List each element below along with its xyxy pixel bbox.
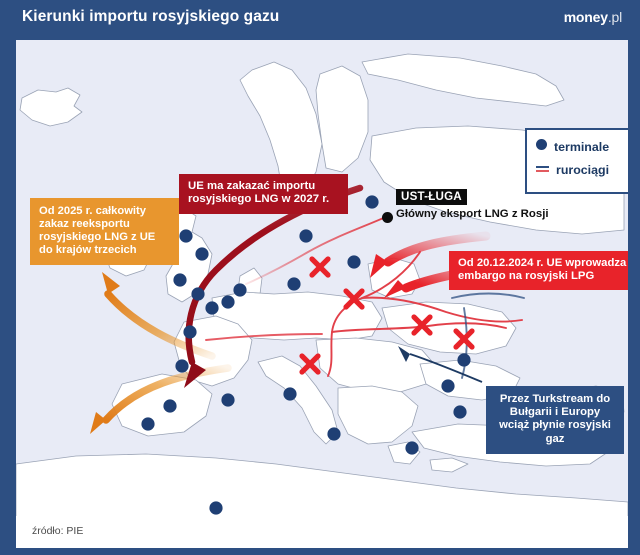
blocked-marker-2 (343, 288, 365, 310)
reexport-arrow-northwest (104, 290, 216, 360)
map-legend: terminale rurociągi (525, 128, 628, 194)
callout-lng-import-ban: UE ma zakazać importu rosyjskiego LNG w … (179, 174, 348, 214)
crete (429, 457, 469, 473)
blocked-marker-4 (453, 328, 475, 350)
lng-import-arrow-head (184, 362, 206, 388)
terminal-dot (163, 399, 177, 413)
page-title: Kierunki importu rosyjskiego gazu (22, 8, 280, 25)
terminal-dot (221, 393, 235, 407)
terminal-dot (191, 287, 205, 301)
northwest-russia (361, 53, 565, 107)
legend-item-terminals: terminale (536, 139, 609, 154)
turkstream-pointer-group (398, 346, 483, 383)
pipeline-nordstream (245, 215, 389, 285)
pipeline-line-icon (536, 166, 549, 173)
terminal-dot (195, 247, 209, 261)
header-bar: Kierunki importu rosyjskiego gazu money.… (0, 0, 640, 36)
pipeline-west-branch (205, 333, 323, 341)
finland (315, 65, 369, 173)
reexport-arrow-southwest-head (90, 412, 106, 434)
blocked-marker-3 (411, 314, 433, 336)
terminal-dot (287, 277, 301, 291)
callout-reexport-ban: Od 2025 r. całkowity zakaz reeksportu ro… (30, 198, 179, 266)
callout-lpg-embargo: Od 20.12.2024 r. UE wprowadza embargo na… (449, 251, 628, 291)
terminal-dot (233, 283, 247, 297)
source-attribution: źródło: PIE (32, 525, 84, 537)
callout-turkstream: Przez Turkstream do Bułgarii i Europy wc… (486, 386, 624, 454)
terminal-dot (347, 255, 361, 269)
balkans (337, 385, 419, 445)
terminal-dot (453, 405, 467, 419)
terminal-dot (299, 229, 313, 243)
pipeline-brotherhood (327, 251, 421, 377)
lpg-embargo-arrow-north (383, 231, 491, 267)
reexport-arrow-southwest (102, 364, 232, 424)
terminal-group (115, 195, 471, 515)
blocked-marker-1 (309, 256, 331, 278)
terminal-dot (173, 273, 187, 287)
map-panel: Od 2025 r. całkowity zakaz reeksportu ro… (14, 38, 630, 520)
logo-tld-text: .pl (607, 9, 622, 25)
money-pl-logo: money.pl (563, 9, 623, 25)
reexport-arrow-group (90, 272, 232, 434)
iceland (19, 87, 83, 127)
reexport-arrow-northwest-head (102, 272, 120, 294)
terminal-dot (221, 295, 235, 309)
ust-luga-subtitle: Główny eksport LNG z Rosji (396, 208, 549, 220)
terminal-dot (179, 229, 193, 243)
turkstream-pointer (409, 353, 483, 383)
blocked-marker-group (299, 256, 475, 375)
terminal-dot (283, 387, 297, 401)
terminal-dot (175, 359, 189, 373)
terminal-dot (205, 301, 219, 315)
lpg-embargo-arrow-south-head (384, 280, 406, 298)
turkstream-pointer-head (398, 346, 410, 362)
terminal-dot (457, 353, 471, 367)
blocked-marker-5 (299, 353, 321, 375)
logo-brand-text: money (563, 9, 608, 25)
terminal-dot (141, 417, 155, 431)
pipeline-group (205, 215, 525, 379)
footer-bar: źródło: PIE (14, 516, 630, 550)
lpg-embargo-arrow-north-head (370, 254, 388, 278)
terminal-dot (441, 379, 455, 393)
legend-label-terminals: terminale (554, 140, 610, 154)
pipeline-yamal (361, 296, 523, 323)
terminal-dot (209, 501, 223, 515)
ust-luga-label: UST-ŁUGA Główny eksport LNG z Rosji (396, 187, 549, 221)
terminal-dot (405, 441, 419, 455)
terminal-dot-icon (536, 139, 547, 150)
legend-label-pipelines: rurociągi (556, 163, 610, 177)
pipeline-soyuz (331, 322, 507, 333)
north-africa (16, 453, 628, 518)
terminal-dot (365, 195, 379, 209)
terminal-dot (327, 427, 341, 441)
ust-luga-marker-dot (382, 212, 393, 223)
pipeline-east-spur (451, 292, 525, 299)
legend-item-pipelines: rurociągi (536, 163, 609, 177)
ust-luga-badge: UST-ŁUGA (396, 189, 467, 205)
terminal-dot (183, 325, 197, 339)
